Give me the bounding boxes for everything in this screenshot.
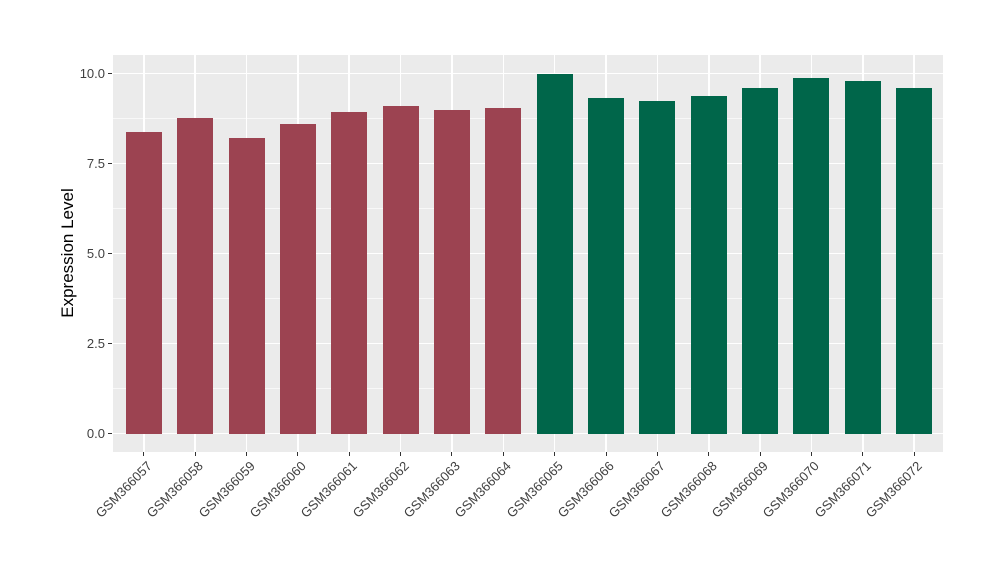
x-tick-mark [143,452,145,456]
y-tick-mark [108,253,112,254]
x-tick-mark [194,452,196,456]
x-tick-mark [246,452,248,456]
gridline-minor [113,117,943,119]
x-tick-mark [810,452,812,456]
y-tick-label: 7.5 [86,155,105,171]
bar-GSM366072 [896,88,933,434]
bar-GSM366058 [177,117,214,434]
y-tick-label: 5.0 [86,246,105,261]
gridline-major [113,342,943,345]
x-tick-mark [502,452,504,456]
bar-GSM366071 [844,81,881,434]
y-axis-title-text: Expression Level [58,188,77,318]
bar-GSM366066 [588,98,625,434]
y-tick-label: 0.0 [86,426,105,442]
gridline-minor [113,298,943,300]
y-tick-label: 2.5 [86,336,105,352]
bar-GSM366067 [639,100,676,434]
bar-GSM366059 [228,137,265,434]
gridline-major [113,72,943,75]
bar-GSM366060 [279,123,316,434]
gridline-major [113,252,943,255]
y-tick-mark [108,343,112,345]
gridline-major [113,162,943,165]
bar-GSM366061 [331,111,368,434]
x-tick-mark [400,452,402,456]
bar-GSM366062 [382,106,419,434]
bar-GSM366057 [125,131,162,434]
x-tick-mark [708,452,710,456]
x-tick-mark [554,452,556,456]
gridline-major [113,432,943,435]
plot-panel [113,55,943,452]
x-tick-mark [348,452,350,456]
x-tick-mark [656,452,658,456]
bar-GSM366063 [433,110,470,434]
x-tick-mark [297,452,299,456]
y-tick-label: 10.0 [79,65,105,81]
gridline-minor [113,388,943,390]
bar-GSM366068 [690,95,727,434]
x-tick-mark [862,452,864,456]
x-tick-mark [759,452,761,456]
x-tick-mark [451,452,453,456]
x-tick-mark [913,452,915,456]
bar-GSM366069 [742,88,779,434]
x-tick-mark [605,452,607,456]
bar-GSM366065 [536,74,573,434]
y-tick-mark [108,433,112,435]
gridline-minor [113,207,943,209]
y-tick-mark [108,72,112,74]
bar-GSM366070 [793,78,830,434]
bar-GSM366064 [485,108,522,434]
y-tick-mark [108,162,112,164]
